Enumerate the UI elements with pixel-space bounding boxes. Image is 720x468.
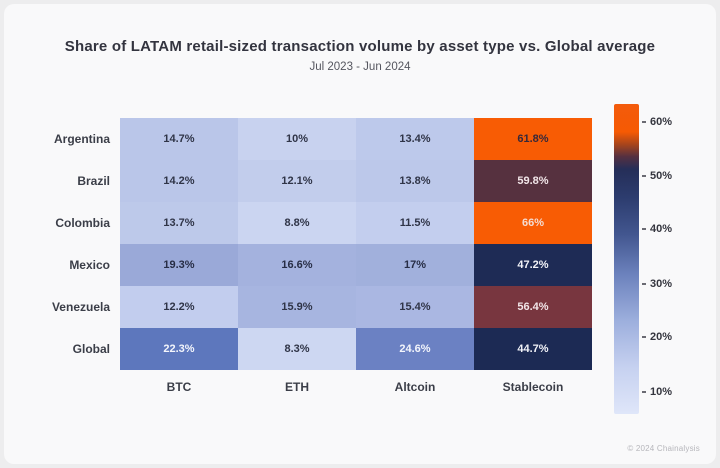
heatmap-cell: 15.4% — [356, 286, 474, 328]
heatmap-cell: 56.4% — [474, 286, 592, 328]
heatmap-cell: 16.6% — [238, 244, 356, 286]
column-label: ETH — [285, 380, 309, 394]
heatmap-cell: 22.3% — [120, 328, 238, 370]
heatmap-cell: 61.8% — [474, 118, 592, 160]
colorbar-tick-label: 60% — [642, 116, 672, 128]
colorbar-tick-label: 40% — [642, 223, 672, 235]
heatmap-cell: 11.5% — [356, 202, 474, 244]
heatmap-cell: 8.8% — [238, 202, 356, 244]
heatmap-cell: 13.7% — [120, 202, 238, 244]
column-label: Altcoin — [394, 380, 436, 394]
heatmap-cell: 14.7% — [120, 118, 238, 160]
colorbar-tick-label: 10% — [642, 386, 672, 398]
colorbar-gradient — [614, 104, 639, 414]
heatmap-cell: 24.6% — [356, 328, 474, 370]
chart-card: Share of LATAM retail-sized transaction … — [4, 4, 716, 464]
column-label: BTC — [166, 380, 192, 394]
heatmap-cell: 10% — [238, 118, 356, 160]
heatmap-cell: 17% — [356, 244, 474, 286]
colorbar-tick-label: 30% — [642, 278, 672, 290]
heatmap-cell: 15.9% — [238, 286, 356, 328]
heatmap-cell: 14.2% — [120, 160, 238, 202]
colorbar-tick-label: 20% — [642, 331, 672, 343]
row-label: Brazil — [77, 174, 110, 188]
chart-subtitle: Jul 2023 - Jun 2024 — [309, 61, 411, 73]
heatmap-cell: 47.2% — [474, 244, 592, 286]
heatmap-cell: 12.1% — [238, 160, 356, 202]
heatmap-cell: 19.3% — [120, 244, 238, 286]
attribution-text: © 2024 Chainalysis — [627, 444, 700, 453]
heatmap-cell: 13.4% — [356, 118, 474, 160]
row-label: Colombia — [55, 216, 110, 230]
heatmap-cell: 13.8% — [356, 160, 474, 202]
heatmap-cell: 44.7% — [474, 328, 592, 370]
row-label: Argentina — [53, 132, 110, 146]
heatmap-cell: 59.8% — [474, 160, 592, 202]
heatmap-cell: 66% — [474, 202, 592, 244]
colorbar-tick-label: 50% — [642, 170, 672, 182]
chart-title: Share of LATAM retail-sized transaction … — [64, 38, 656, 55]
row-label: Venezuela — [51, 300, 110, 314]
heatmap-grid: 14.7% 10% 13.4% 61.8% 14.2% 12.1% 13.8% 59.8% 13… — [120, 118, 592, 370]
row-label: Mexico — [69, 258, 110, 272]
column-label: Stablecoin — [502, 380, 564, 394]
heatmap-cell: 12.2% — [120, 286, 238, 328]
row-label: Global — [72, 342, 110, 356]
heatmap-column-labels: BTC ETH Altcoin Stablecoin — [120, 374, 592, 394]
heatmap-cell: 8.3% — [238, 328, 356, 370]
